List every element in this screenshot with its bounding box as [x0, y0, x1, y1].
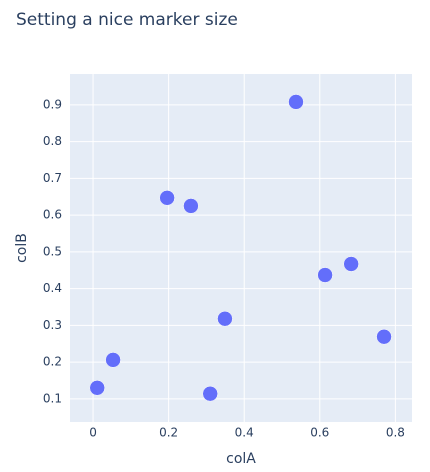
y-tick-label: 0.6 [43, 208, 62, 222]
plot-area [70, 74, 412, 422]
y-tick-label: 0.5 [43, 244, 62, 258]
chart-title: Setting a nice marker size [16, 10, 238, 30]
x-tick-label: 0 [89, 426, 97, 440]
marker [202, 385, 218, 402]
marker [376, 328, 392, 345]
marker [317, 267, 333, 283]
y-tick-label: 0.4 [43, 281, 62, 295]
y-axis-title: colB [14, 233, 30, 263]
y-tick-label: 0.7 [43, 171, 62, 185]
y-tick-label: 0.1 [43, 391, 62, 405]
marker [343, 256, 359, 272]
marker [159, 190, 175, 206]
x-tick-label: 0.2 [159, 426, 178, 440]
marker [89, 380, 105, 396]
x-tick-label: 0.6 [310, 426, 329, 440]
y-tick-label: 0.2 [43, 355, 62, 369]
marker [217, 310, 233, 327]
y-tick-label: 0.3 [43, 318, 62, 332]
marker [288, 94, 304, 110]
marker [183, 198, 199, 214]
x-axis-title: colA [226, 451, 256, 467]
marker [105, 352, 121, 368]
y-tick-label: 0.9 [43, 97, 62, 111]
y-tick-label: 0.8 [43, 134, 62, 148]
x-tick-label: 0.4 [235, 426, 254, 440]
x-tick-label: 0.8 [386, 426, 405, 440]
